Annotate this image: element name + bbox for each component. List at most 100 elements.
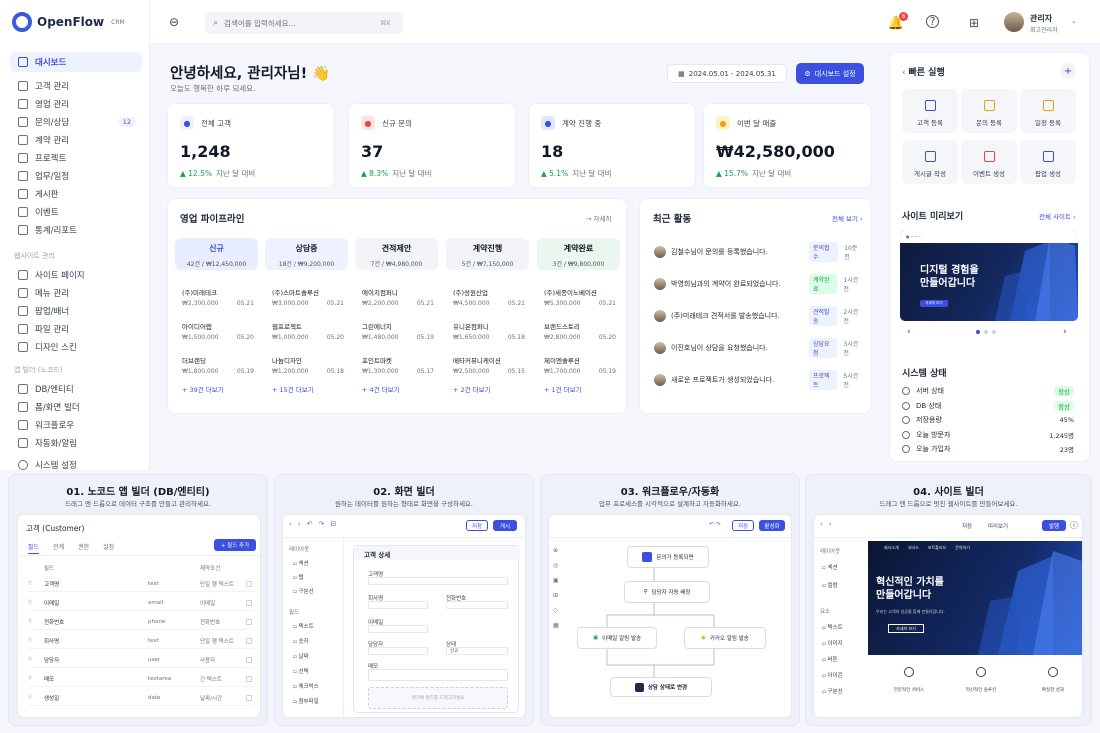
activity-item[interactable]: 새로운 프로젝트가 생성되었습니다. 프로젝트 5시간 전 <box>654 370 864 390</box>
sidebar-item[interactable]: 메뉴 관리 <box>10 283 142 302</box>
checkbox[interactable] <box>246 600 252 606</box>
entity-field-row[interactable]: ⠿ 이메일 email 이메일 <box>28 596 254 611</box>
form-select[interactable]: 신규 <box>446 647 508 655</box>
sidebar-item[interactable]: 대시보드 <box>10 52 142 72</box>
form-textarea[interactable] <box>368 669 508 681</box>
sidebar-item[interactable]: 문의/상담 12 <box>10 112 142 131</box>
sidebar-item[interactable]: 자동화/알림 <box>10 433 142 452</box>
sidebar-item[interactable]: 게시판 <box>10 184 142 203</box>
entity-tab[interactable]: 관계 <box>53 544 65 551</box>
form-input[interactable] <box>368 625 428 633</box>
pipeline-deal[interactable]: 메타커뮤니케이션 ₩2,500,000 05.15 <box>453 357 525 375</box>
date-range-picker[interactable]: ▦ 2024.05.01 - 2024.05.31 <box>667 64 787 83</box>
sidebar-item[interactable]: 영업 관리 <box>10 94 142 113</box>
form-input[interactable] <box>368 647 428 655</box>
screen-toolbar-icons[interactable]: ‹›↶↷⊟ <box>289 520 343 528</box>
checkbox[interactable] <box>246 676 252 682</box>
entity-field-row[interactable]: ⠿ 회사명 text 단일 행 텍스트 <box>28 634 254 649</box>
pipeline-deal[interactable]: (주)성원산업 ₩4,500,000 05.21 <box>453 289 525 307</box>
layout-tool[interactable]: ▫ 컬럼 <box>822 583 838 589</box>
activity-item[interactable]: 박영희님과의 계약이 완료되었습니다. 계약완료 1시간 전 <box>654 274 864 294</box>
entity-field-row[interactable]: ⠿ 전화번호 phone 전화번호 <box>28 615 254 630</box>
pipeline-more-link[interactable]: + 4건 더보기 <box>362 386 400 394</box>
entity-field-row[interactable]: ⠿ 생성일 date 날짜/시간 <box>28 691 254 706</box>
entity-field-row[interactable]: ⠿ 메모 textarea 긴 텍스트 <box>28 672 254 687</box>
quick-action-button[interactable]: 일정 등록 <box>1020 89 1076 133</box>
pipeline-deal[interactable]: 포인트마켓 ₩1,300,000 05.17 <box>362 357 434 375</box>
field-tool[interactable]: ▫ 숫자 <box>293 639 309 645</box>
layout-tool[interactable]: ▫ 탭 <box>293 575 304 581</box>
workflow-status-node[interactable]: 상담 상태로 변경 <box>610 677 712 697</box>
site-hero-canvas[interactable]: 회사소개 서비스 포트폴리오 문의하기 혁신적인 가치를 만들어갑니다 우리는 고객의… <box>868 541 1082 655</box>
quick-action-button[interactable]: 이벤트 생성 <box>961 140 1017 184</box>
screen-publish-button[interactable]: 게시 <box>493 520 517 531</box>
sidebar-item[interactable]: 디자인 스킨 <box>10 337 142 356</box>
checkbox[interactable] <box>246 619 252 625</box>
form-input[interactable] <box>368 601 428 609</box>
sidebar-item[interactable]: 업무/일정 <box>10 166 142 185</box>
sidebar-item[interactable]: 팝업/배너 <box>10 301 142 320</box>
search-bar[interactable]: ⌕ ⌘K <box>205 12 403 34</box>
workflow-undo-icon[interactable]: ↶ ↷ <box>709 521 721 528</box>
element-tool[interactable]: ▫ 이미지 <box>822 641 843 647</box>
layout-tool[interactable]: ▫ 섹션 <box>293 561 309 567</box>
activity-view-all[interactable]: 전체 보기 › <box>832 215 863 223</box>
sidebar-item[interactable]: DB/엔티티 <box>10 379 142 398</box>
workflow-assign-node[interactable]: ⚲ 담당자 자동 배정 <box>624 581 710 603</box>
workflow-save-button[interactable]: 저장 <box>732 520 754 531</box>
screen-canvas[interactable]: 고객 상세 고객명 회사명 전화번호 이메일 담당자 상태 신규 메모 여기에 … <box>353 545 520 713</box>
site-publish-button[interactable]: 발행 <box>1042 520 1066 531</box>
pipeline-deal[interactable]: 제이엔솔루션 ₩1,700,000 05.19 <box>544 357 616 375</box>
quick-action-button[interactable]: 고객 등록 <box>902 89 958 133</box>
help-icon[interactable]: ? <box>926 15 939 28</box>
drop-zone[interactable]: 여기에 필드를 드래그하세요 <box>368 687 508 709</box>
stat-card[interactable]: ● 전체 고객 1,248 ▲ 12.5% 지난 달 대비 <box>167 103 335 188</box>
field-tool[interactable]: ▫ 선택 <box>293 669 309 675</box>
carousel-prev-icon[interactable]: ‹ <box>907 327 911 337</box>
entity-tab[interactable]: 권한 <box>78 544 90 551</box>
activity-item[interactable]: 김철수님이 문의를 등록했습니다. 문의접수 10분 전 <box>654 242 864 262</box>
pipeline-more-link[interactable]: + 1건 더보기 <box>544 386 582 394</box>
carousel-dots[interactable] <box>976 330 996 334</box>
site-save-button[interactable]: 저장 <box>961 523 973 530</box>
add-field-button[interactable]: + 필드 추가 <box>214 539 256 551</box>
pipeline-deal[interactable]: 웹프로젝트 ₩1,000,000 05.20 <box>272 323 344 341</box>
field-tool[interactable]: ▫ 텍스트 <box>293 624 314 630</box>
workflow-run-button[interactable]: 활성화 <box>759 520 785 531</box>
pipeline-more-link[interactable]: + 39건 더보기 <box>182 386 224 394</box>
stat-card[interactable]: ● 이번 달 매출 ₩42,580,000 ▲ 15.7% 지난 달 대비 <box>703 103 872 188</box>
quick-action-button[interactable]: 게시글 작성 <box>902 140 958 184</box>
quick-action-button[interactable]: 팝업 생성 <box>1020 140 1076 184</box>
pipeline-more-link[interactable]: + 15건 더보기 <box>272 386 314 394</box>
quick-action-button[interactable]: 문의 등록 <box>961 89 1017 133</box>
element-tool[interactable]: ▫ 버튼 <box>822 657 838 663</box>
entity-field-row[interactable]: ⠿ 고객명 text 단일 행 텍스트 <box>28 577 254 592</box>
workflow-kakao-node[interactable]: ◉ 카카오 알림 발송 <box>684 627 766 649</box>
info-icon[interactable]: ⓘ <box>1070 521 1078 530</box>
site-preview-image[interactable]: ● ─ ─ ─ 디지털 경험을 만들어갑니다 자세히 보기 <box>900 231 1078 321</box>
pipeline-deal[interactable]: 그린에너지 ₩1,480,000 05.19 <box>362 323 434 341</box>
workflow-email-node[interactable]: ▣ 이메일 알림 발송 <box>577 627 657 649</box>
checkbox[interactable] <box>246 638 252 644</box>
sidebar-item[interactable]: 폼/화면 빌더 <box>10 397 142 416</box>
sidebar-item[interactable]: 계약 관리 <box>10 130 142 149</box>
element-tool[interactable]: ▫ 아이콘 <box>822 673 843 679</box>
apps-grid-icon[interactable]: ⊞ <box>968 16 980 30</box>
checkbox[interactable] <box>246 657 252 663</box>
pipeline-deal[interactable]: (주)세종이노베이션 ₩5,300,000 05.21 <box>544 289 616 307</box>
collapse-sidebar-icon[interactable]: ⊖ <box>168 15 180 29</box>
checkbox[interactable] <box>246 695 252 701</box>
entity-tab[interactable]: 설정 <box>103 544 115 551</box>
workflow-tool-icons[interactable]: ⊕ ◎ ▣ ⊞ ◇ ▦ <box>553 547 559 629</box>
field-tool[interactable]: ▫ 첨부파일 <box>293 699 319 705</box>
pipeline-detail-link[interactable]: → 자세히 <box>586 215 612 223</box>
chevron-down-icon[interactable]: ⌄ <box>1071 17 1077 25</box>
entity-field-row[interactable]: ⠿ 담당자 user 사용자 <box>28 653 254 668</box>
layout-tool[interactable]: ▫ 섹션 <box>822 565 838 571</box>
search-input[interactable] <box>224 18 375 28</box>
pipeline-stage[interactable]: 신규 42건 / ₩12,450,000 <box>175 238 258 270</box>
sidebar-item[interactable]: 사이트 페이지 <box>10 265 142 284</box>
checkbox[interactable] <box>246 581 252 587</box>
sidebar-item-settings[interactable]: 시스템 설정 <box>10 455 142 474</box>
field-tool[interactable]: ▫ 날짜 <box>293 654 309 660</box>
